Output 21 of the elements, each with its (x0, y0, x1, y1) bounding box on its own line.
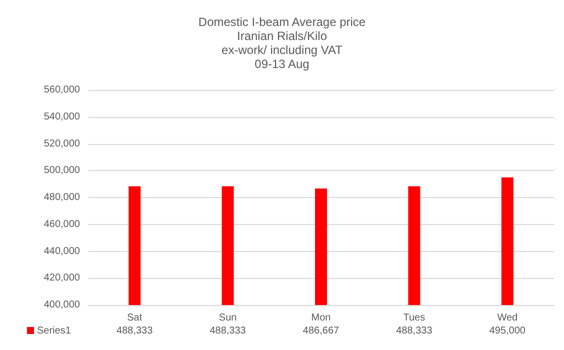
y-tick-label: 420,000 (44, 272, 80, 284)
data-label: 488,333 (210, 326, 246, 336)
data-label: 495,000 (489, 326, 526, 336)
data-label: 488,333 (396, 326, 433, 336)
data-label: 486,667 (302, 326, 340, 336)
x-tick-label: Sat (127, 312, 142, 324)
data-label: 488,333 (116, 326, 154, 336)
x-tick-label: Tues (403, 312, 426, 324)
y-tick-label: 560,000 (44, 84, 80, 96)
legend-label: Series1 (37, 326, 72, 336)
y-tick-label: 440,000 (44, 246, 80, 257)
x-tick-label: Mon (311, 312, 331, 324)
chart-title: Domestic I-beam Average price Iranian Rials/Kilo ex-work/ including VAT 09-13 Aug (198, 15, 366, 71)
y-tick-label: 460,000 (44, 218, 80, 230)
x-tick-label: Sun (218, 312, 237, 324)
y-tick-label: 500,000 (44, 165, 80, 176)
x-tick-label: Wed (497, 312, 518, 324)
y-tick-label: 480,000 (44, 192, 80, 203)
y-tick-label: 400,000 (44, 300, 80, 310)
y-tick-label: 520,000 (44, 138, 80, 150)
y-tick-label: 540,000 (44, 111, 80, 122)
